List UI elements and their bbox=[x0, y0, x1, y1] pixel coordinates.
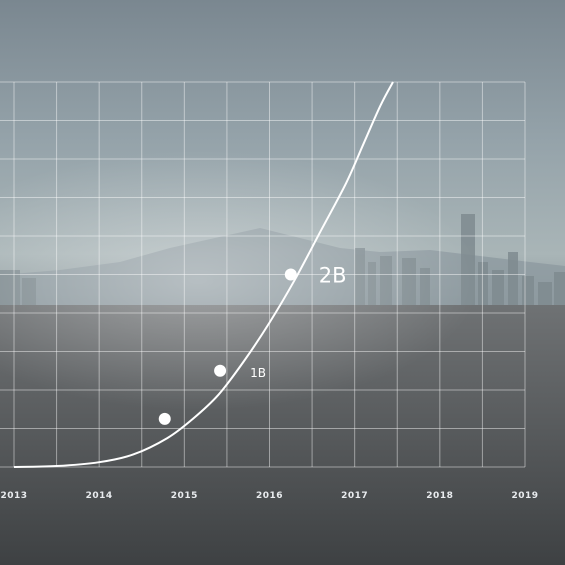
growth-curve bbox=[13, 81, 394, 468]
x-tick-label: 2015 bbox=[171, 491, 198, 501]
x-tick-label: 2017 bbox=[341, 491, 368, 501]
x-tick-label: 2018 bbox=[426, 491, 453, 501]
x-axis-ticks: 2013 2014 2015 2016 2017 2018 2019 bbox=[0, 491, 538, 501]
x-tick-label: 2014 bbox=[86, 491, 113, 501]
x-tick-label: 2013 bbox=[0, 491, 27, 501]
data-point bbox=[214, 364, 227, 377]
x-tick-label: 2016 bbox=[256, 491, 283, 501]
chart-grid bbox=[0, 81, 526, 468]
data-label: 2B bbox=[319, 264, 347, 288]
light-haze bbox=[0, 150, 565, 410]
data-point bbox=[284, 268, 297, 281]
x-tick-label: 2019 bbox=[511, 491, 538, 501]
highlight-points: 1B 2B bbox=[158, 264, 347, 425]
data-point bbox=[158, 412, 171, 425]
data-label: 1B bbox=[250, 366, 266, 380]
